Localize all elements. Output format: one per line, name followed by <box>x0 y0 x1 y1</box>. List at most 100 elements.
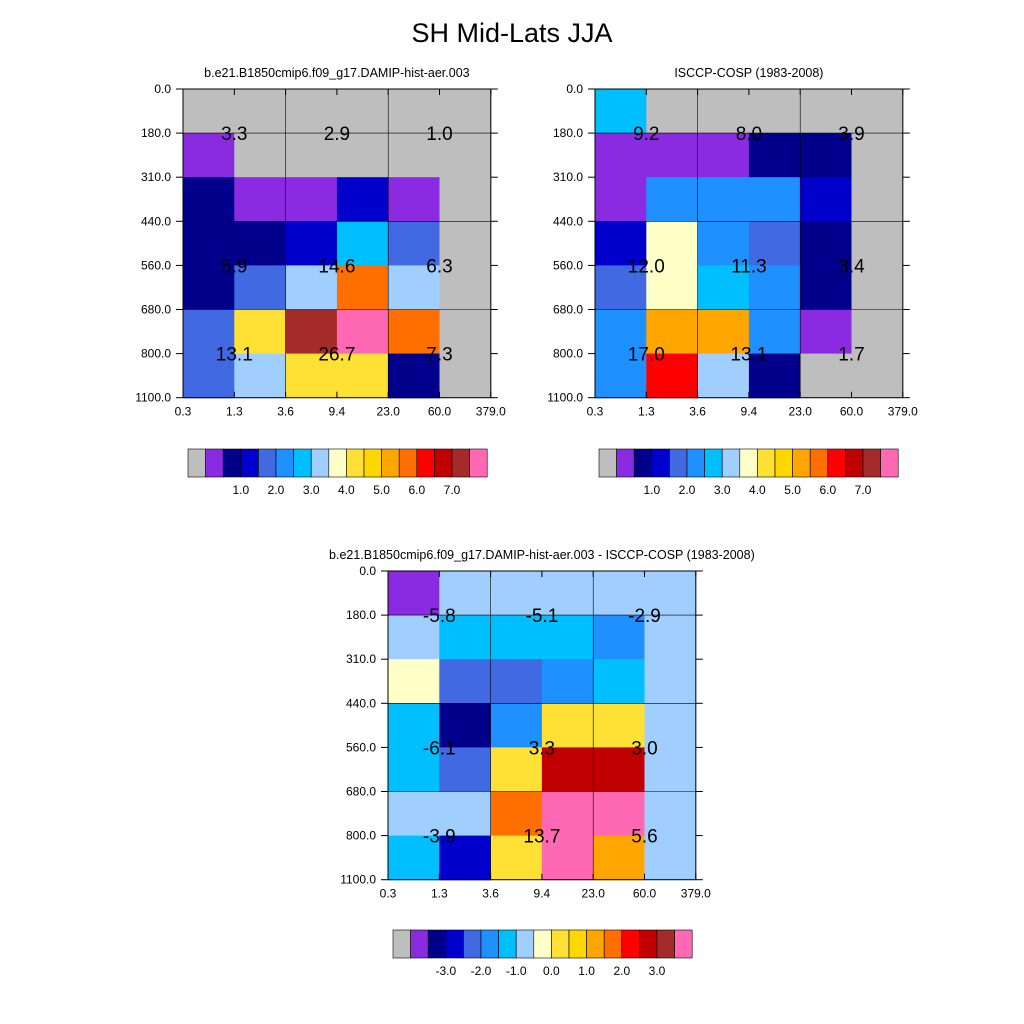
heatmap-cell <box>541 835 594 881</box>
heatmap-cell <box>439 835 492 881</box>
heatmap-cell <box>234 221 287 266</box>
colorbar-box <box>792 448 811 478</box>
data-label: 3.9 <box>838 124 864 145</box>
figure-title: SH Mid-Lats JJA <box>411 18 613 48</box>
heatmap-cell <box>748 221 801 266</box>
heatmap-cell <box>388 703 440 748</box>
heatmap-cell <box>851 221 904 266</box>
x-tick-label: 60.0 <box>633 887 657 901</box>
y-tick-label: 180.0 <box>346 608 376 622</box>
heatmap-cell <box>595 221 647 266</box>
heatmap-panel-1: b.e21.B1850cmip6.f09_g17.DAMIP-hist-aer.… <box>135 66 506 497</box>
heatmap-cell <box>388 747 440 793</box>
heatmap-cell <box>593 659 646 704</box>
colorbar-box <box>704 448 723 478</box>
heatmap-cell <box>644 835 697 881</box>
heatmap-cell <box>748 353 801 399</box>
colorbar-label: 4.0 <box>749 483 766 497</box>
heatmap-cell <box>439 265 492 311</box>
heatmap-cell <box>851 89 904 134</box>
heatmap-cell <box>336 177 389 222</box>
heatmap-cell <box>183 265 235 311</box>
heatmap-cell <box>593 835 646 881</box>
heatmap-cell <box>593 571 646 616</box>
data-label: 5.6 <box>631 827 657 848</box>
colorbar-label: 2.0 <box>613 964 630 978</box>
heatmap-cell <box>183 221 235 266</box>
colorbar-box <box>498 929 517 959</box>
heatmap-cell <box>800 89 853 134</box>
y-tick-label: 560.0 <box>346 740 376 754</box>
heatmap-cell <box>234 353 287 399</box>
data-label: 14.6 <box>318 256 355 277</box>
panel-title: b.e21.B1850cmip6.f09_g17.DAMIP-hist-aer.… <box>204 66 469 80</box>
heatmap-cell <box>388 309 441 355</box>
colorbar-box <box>568 929 587 959</box>
heatmap-cell <box>388 177 441 222</box>
heatmap-cell <box>388 265 441 311</box>
heatmap-cell <box>490 747 543 793</box>
data-label: -3.9 <box>423 827 456 848</box>
heatmap-cell <box>697 177 750 222</box>
x-tick-label: 3.6 <box>689 405 706 419</box>
colorbar-box <box>328 448 347 478</box>
y-tick-label: 560.0 <box>553 258 583 272</box>
data-label: 13.1 <box>216 345 253 366</box>
colorbar-box <box>598 448 617 478</box>
data-label: 5.9 <box>221 256 247 277</box>
heatmap-cell <box>439 353 492 399</box>
heatmap-cell <box>285 89 338 134</box>
heatmap-cell <box>388 791 440 837</box>
y-tick-label: 800.0 <box>553 347 583 361</box>
colorbar-box <box>827 448 846 478</box>
y-tick-label: 180.0 <box>553 126 583 140</box>
heatmap-cell <box>748 177 801 222</box>
colorbar-label: 5.0 <box>373 483 390 497</box>
data-label: -2.9 <box>628 606 661 627</box>
colorbar-box <box>774 448 793 478</box>
heatmap-cell <box>748 133 801 178</box>
heatmap-cell <box>336 265 389 311</box>
colorbar-box <box>739 448 758 478</box>
heatmap-cell <box>800 133 853 178</box>
colorbar-label: -1.0 <box>506 964 527 978</box>
colorbar-box <box>205 448 224 478</box>
colorbar-label: 2.0 <box>679 483 696 497</box>
colorbar-label: 2.0 <box>268 483 285 497</box>
colorbar: 1.0 2.0 3.0 4.0 5.0 6.0 7.0 <box>187 448 488 497</box>
x-tick-label: 60.0 <box>428 405 452 419</box>
heatmap-cell <box>490 659 543 704</box>
heatmap-cell <box>490 703 543 748</box>
heatmap-cell <box>285 177 338 222</box>
colorbar-label: 7.0 <box>444 483 461 497</box>
data-label: -5.8 <box>423 606 456 627</box>
colorbar-box <box>480 929 499 959</box>
colorbar-box <box>616 448 635 478</box>
heatmap-cell <box>336 221 389 266</box>
colorbar-box <box>721 448 741 478</box>
x-tick-label: 1.3 <box>226 405 243 419</box>
data-label: 1.0 <box>426 124 452 145</box>
heatmap-cell <box>388 659 440 704</box>
heatmap-cell <box>646 177 699 222</box>
heatmap-cell <box>439 221 492 266</box>
colorbar-box <box>757 448 776 478</box>
x-tick-label: 23.0 <box>377 405 401 419</box>
heatmap-cell <box>388 89 441 134</box>
colorbar-box <box>809 448 829 478</box>
colorbar: 1.0 2.0 3.0 4.0 5.0 6.0 7.0 <box>598 448 899 497</box>
data-label: 13.7 <box>523 827 560 848</box>
data-label: 11.3 <box>731 256 767 277</box>
heatmap-cell <box>646 309 699 355</box>
heatmap-cell <box>595 309 647 355</box>
heatmap-cell <box>439 133 492 178</box>
colorbar-label: 3.0 <box>714 483 731 497</box>
heatmap-cell <box>541 747 594 793</box>
y-tick-label: 1100.0 <box>135 391 171 405</box>
heatmap-cell <box>593 791 646 837</box>
colorbar-box <box>621 929 640 959</box>
heatmap-cell <box>439 571 492 616</box>
colorbar-box <box>445 929 464 959</box>
colorbar-box <box>451 448 470 478</box>
colorbar-label: -3.0 <box>435 964 456 978</box>
